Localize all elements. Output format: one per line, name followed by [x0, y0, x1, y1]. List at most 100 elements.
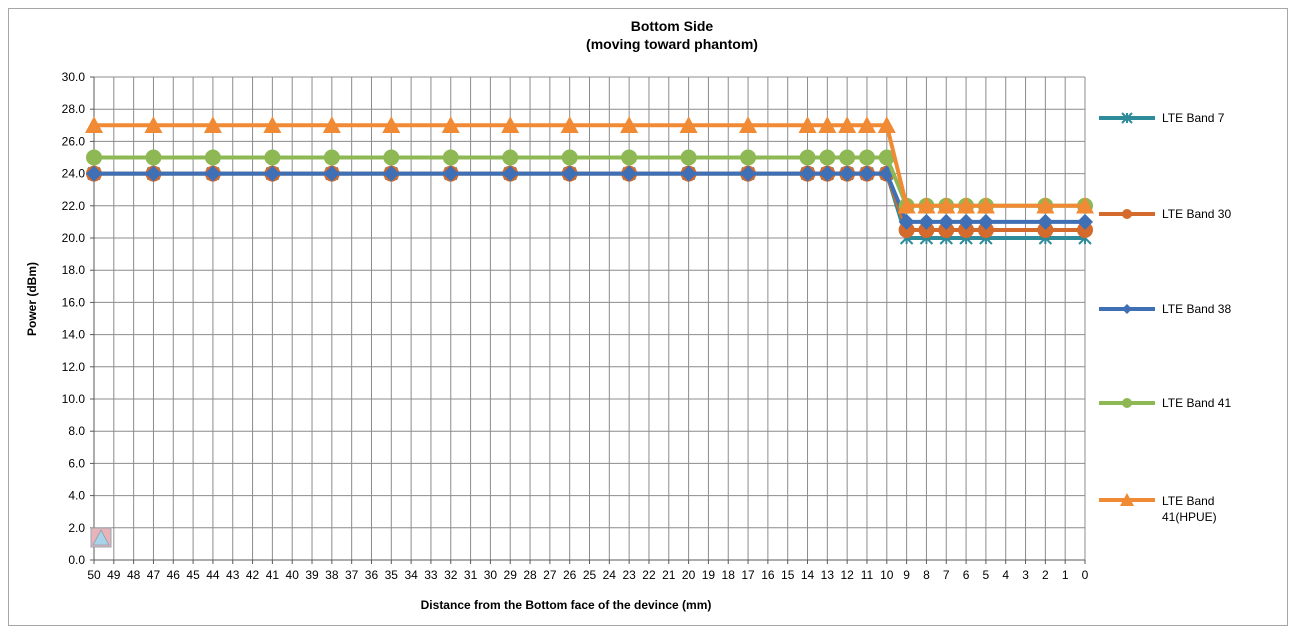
- x-tick-label: 15: [781, 568, 795, 582]
- legend-item: LTE Band 7: [1099, 111, 1225, 125]
- data-point: [85, 116, 103, 133]
- data-point: [958, 221, 975, 238]
- x-tick-label: 0: [1082, 568, 1089, 582]
- x-tick-label: 46: [167, 568, 181, 582]
- legend-item: LTE Band 41: [1099, 396, 1231, 410]
- y-tick-label: 26.0: [62, 134, 86, 148]
- x-tick-label: 8: [923, 568, 930, 582]
- x-tick-label: 7: [943, 568, 950, 582]
- data-point: [898, 213, 915, 230]
- y-tick-label: 0.0: [68, 553, 85, 567]
- data-point: [958, 213, 975, 230]
- x-tick-label: 30: [484, 568, 498, 582]
- data-point: [1122, 209, 1132, 219]
- x-tick-label: 24: [603, 568, 617, 582]
- data-point: [898, 221, 915, 238]
- x-tick-label: 11: [861, 568, 874, 582]
- x-tick-label: 50: [87, 568, 101, 582]
- data-point: [977, 213, 994, 230]
- y-tick-label: 18.0: [62, 263, 86, 277]
- data-point: [1120, 493, 1134, 506]
- data-point: [383, 165, 400, 182]
- chart-title: Bottom Side: [631, 18, 714, 34]
- data-point: [858, 165, 875, 182]
- x-tick-label: 48: [127, 568, 141, 582]
- x-tick-label: 49: [107, 568, 121, 582]
- data-point: [1122, 304, 1132, 314]
- grid-lines: [93, 76, 1086, 561]
- data-point: [918, 213, 935, 230]
- data-point: [680, 165, 697, 182]
- x-tick-label: 36: [365, 568, 379, 582]
- chart-frame: Bottom Side (moving toward phantom) 0.0 2…: [8, 8, 1288, 626]
- data-point: [561, 165, 578, 182]
- legend-item: LTE Band 30: [1099, 207, 1231, 221]
- data-point: [740, 165, 757, 182]
- legend-label: LTE Band 7: [1162, 111, 1225, 125]
- data-point: [839, 149, 856, 166]
- x-tick-label: 43: [226, 568, 240, 582]
- y-tick-label: 30.0: [62, 70, 86, 84]
- x-tick-label: 42: [246, 568, 260, 582]
- x-tick-label: 37: [345, 568, 359, 582]
- data-point: [263, 116, 282, 133]
- y-tick-label: 22.0: [62, 199, 86, 213]
- data-point: [620, 116, 639, 133]
- data-point: [819, 149, 836, 166]
- x-tick-label: 20: [682, 568, 696, 582]
- data-point: [323, 165, 340, 182]
- data-point: [937, 196, 956, 214]
- data-point: [799, 165, 816, 182]
- x-tick-label: 23: [622, 568, 636, 582]
- data-point: [145, 149, 162, 166]
- series-3: [86, 165, 1093, 230]
- data-point: [382, 116, 401, 133]
- data-point: [819, 165, 836, 182]
- chart-svg: Bottom Side (moving toward phantom) 0.0 2…: [25, 18, 1231, 612]
- y-tick-label: 4.0: [68, 489, 85, 503]
- data-point: [560, 116, 579, 133]
- data-point: [1037, 213, 1054, 230]
- data-point: [561, 149, 578, 166]
- x-tick-label: 29: [504, 568, 518, 582]
- x-tick-label: 21: [662, 568, 676, 582]
- data-point: [1122, 398, 1132, 408]
- y-axis-title: Power (dBm): [25, 262, 39, 336]
- data-point: [322, 116, 341, 133]
- data-point: [938, 221, 955, 238]
- data-point: [877, 116, 896, 133]
- x-tick-label: 41: [266, 568, 280, 582]
- x-tick-label: 40: [286, 568, 300, 582]
- data-point: [145, 165, 162, 182]
- y-tick-label: 10.0: [62, 392, 86, 406]
- data-point: [442, 149, 459, 166]
- data-point: [917, 196, 936, 214]
- x-tick-label: 31: [464, 568, 478, 582]
- data-point: [897, 196, 916, 214]
- y-tick-labels: 0.0 2.0 4.0 6.0 8.0 10.0 12.0 14.0 16.0 18.0 20.0 2…: [62, 70, 86, 567]
- data-point: [203, 116, 222, 133]
- data-point: [1077, 221, 1093, 238]
- data-point: [323, 149, 340, 166]
- data-point: [1037, 221, 1054, 238]
- y-tick-label: 12.0: [62, 360, 86, 374]
- data-point: [839, 165, 856, 182]
- legend-item: LTE Band 38: [1099, 302, 1231, 316]
- data-point: [144, 116, 163, 133]
- data-point: [502, 165, 519, 182]
- legend-label: 41(HPUE): [1162, 510, 1217, 524]
- data-point: [383, 149, 400, 166]
- data-point: [857, 116, 876, 133]
- legend-item: LTE Band 41(HPUE): [1099, 493, 1217, 524]
- chart-subtitle: (moving toward phantom): [586, 36, 758, 52]
- x-tick-label: 18: [722, 568, 736, 582]
- data-point: [957, 196, 976, 214]
- data-point: [739, 116, 758, 133]
- y-tick-label: 24.0: [62, 167, 86, 181]
- data-point: [1077, 213, 1093, 230]
- y-tick-label: 16.0: [62, 295, 86, 309]
- y-tick-label: 2.0: [68, 521, 85, 535]
- data-point: [878, 149, 895, 166]
- series-5: [85, 116, 1094, 214]
- x-tick-label: 22: [642, 568, 656, 582]
